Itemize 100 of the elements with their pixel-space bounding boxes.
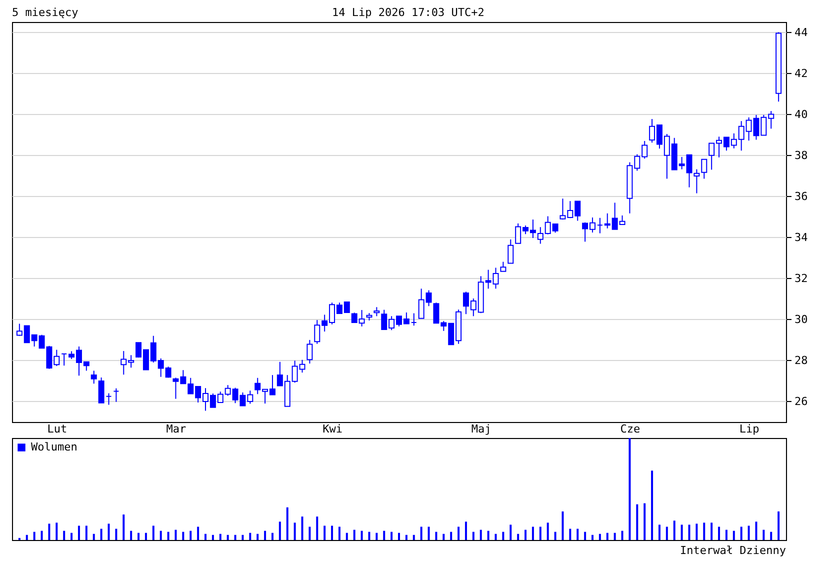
bar <box>621 530 624 540</box>
bar <box>450 532 452 540</box>
y-tick-label: 26 <box>794 394 808 408</box>
bar <box>144 532 147 540</box>
bar <box>167 532 170 540</box>
bar <box>614 532 616 540</box>
bar <box>592 534 594 540</box>
candlestick <box>113 388 120 402</box>
bar <box>48 524 50 540</box>
bar <box>480 530 482 540</box>
bar <box>517 534 520 540</box>
bar <box>710 522 713 540</box>
bar <box>680 524 683 540</box>
bar <box>346 532 348 540</box>
bar <box>308 526 311 540</box>
candlestick <box>106 392 112 406</box>
bar <box>703 522 706 540</box>
y-tick-label: 30 <box>794 312 808 326</box>
bar <box>56 522 58 540</box>
bar <box>331 526 334 540</box>
bar <box>212 534 214 540</box>
bar <box>85 526 88 540</box>
y-tick-label: 36 <box>794 190 808 203</box>
chart-title: 5 miesięcy <box>12 6 79 19</box>
bar <box>190 530 192 540</box>
bar <box>368 532 370 540</box>
bar <box>502 532 504 540</box>
bar <box>115 528 118 540</box>
bar <box>636 504 638 540</box>
bar <box>256 534 259 540</box>
bar <box>428 526 430 540</box>
bar <box>755 522 758 540</box>
text: Interwał Dzienny <box>680 544 786 557</box>
bar <box>160 530 162 540</box>
bar <box>598 534 601 540</box>
y-tick-label: 42 <box>794 66 808 80</box>
y-tick-label: 32 <box>794 272 808 285</box>
bar <box>174 530 177 540</box>
bar <box>286 507 288 540</box>
bar <box>464 522 467 540</box>
bar <box>383 530 386 540</box>
candlestick <box>500 261 506 272</box>
candlestick <box>306 339 313 364</box>
bar <box>651 470 654 540</box>
bar <box>442 534 445 540</box>
bar <box>762 530 765 540</box>
bar <box>376 532 378 540</box>
x-tick-label: Cze <box>620 422 640 436</box>
bar <box>182 532 184 540</box>
bar <box>569 528 572 540</box>
bar <box>360 530 363 540</box>
bar <box>539 526 542 540</box>
bar <box>197 526 200 540</box>
bar <box>353 530 356 540</box>
bar <box>204 534 206 540</box>
legend-label: Wolumen <box>31 440 78 454</box>
bar <box>138 532 140 540</box>
bar <box>554 532 556 540</box>
bar <box>688 524 690 540</box>
bar <box>398 532 400 540</box>
candlestick <box>90 370 97 384</box>
bar <box>725 530 728 540</box>
y-tick-label: 28 <box>794 354 808 367</box>
bar <box>644 503 646 540</box>
bar <box>628 438 631 540</box>
candlestick <box>701 158 708 180</box>
y-tick-label: 40 <box>794 108 808 121</box>
candlestick <box>374 306 380 317</box>
bar <box>412 534 415 540</box>
bar <box>264 530 266 540</box>
bar <box>338 526 340 540</box>
bar <box>33 532 36 540</box>
bar <box>666 526 668 540</box>
bar <box>108 524 110 540</box>
bar <box>524 530 527 540</box>
bar <box>487 530 490 540</box>
bar <box>249 532 252 540</box>
bar <box>562 511 564 540</box>
candlestick <box>596 217 603 234</box>
bar <box>324 526 326 540</box>
bar <box>271 532 274 540</box>
bar <box>532 526 534 540</box>
x-tick-label: Lut <box>47 422 68 436</box>
bar <box>234 534 236 540</box>
bar <box>584 532 586 540</box>
bar <box>718 526 720 540</box>
bar <box>435 532 438 540</box>
bar <box>748 526 750 540</box>
bar <box>78 526 80 540</box>
bar <box>658 524 660 540</box>
bar <box>301 516 304 540</box>
bar <box>122 514 125 540</box>
bar <box>63 530 66 540</box>
bar <box>405 534 408 540</box>
bar <box>130 530 132 540</box>
x-tick-label: Mar <box>166 422 187 436</box>
bar <box>546 522 549 540</box>
bar <box>26 534 28 540</box>
bar <box>100 528 102 540</box>
bar <box>696 524 698 540</box>
